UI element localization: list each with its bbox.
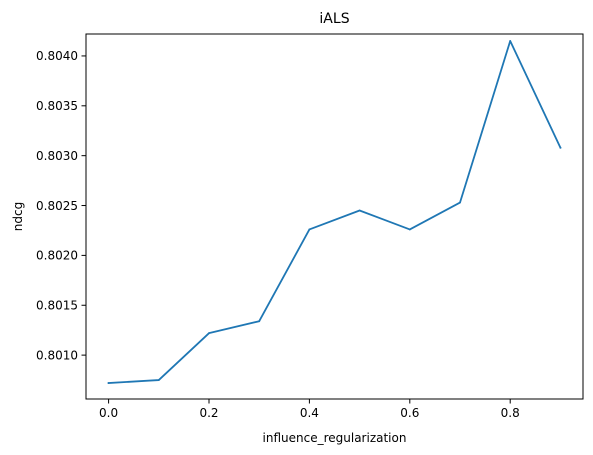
series-line — [107, 40, 562, 384]
data-point — [459, 201, 461, 204]
y-tick-label: 0.8035 — [36, 99, 78, 113]
y-tick-label: 0.8020 — [36, 249, 78, 263]
series-layer — [107, 40, 562, 384]
x-axis-ticks: 0.0 0.2 0.4 0.6 0.8 — [99, 399, 520, 420]
y-tick-label: 0.8030 — [36, 149, 78, 163]
y-tick-label: 0.8025 — [36, 199, 78, 213]
y-tick-label: 0.8015 — [36, 299, 78, 313]
x-tick-label: 0.8 — [501, 406, 520, 420]
data-point — [509, 40, 512, 42]
x-tick-label: 0.6 — [400, 406, 419, 420]
x-tick-label: 0.4 — [300, 406, 319, 420]
y-tick-label: 0.8010 — [36, 348, 78, 362]
y-tick-label: 0.8040 — [36, 49, 78, 63]
data-point — [408, 228, 411, 231]
data-point — [308, 228, 311, 231]
y-axis-label: ndcg — [11, 202, 25, 231]
x-axis-label: influence_regularization — [263, 431, 407, 445]
plot-area — [86, 34, 583, 399]
data-point — [358, 209, 361, 212]
x-tick-label: 0.2 — [199, 406, 218, 420]
data-point — [208, 332, 210, 335]
data-point — [258, 320, 261, 323]
data-point — [559, 146, 562, 149]
x-tick-label: 0.0 — [99, 406, 118, 420]
data-point — [157, 379, 160, 381]
plot-frame — [85, 33, 584, 400]
data-point — [107, 382, 110, 384]
chart-title: iALS — [319, 11, 349, 27]
y-axis-ticks: 0.8010 0.8015 0.8020 0.8025 0.8030 0.8035 0.80… — [36, 49, 86, 362]
